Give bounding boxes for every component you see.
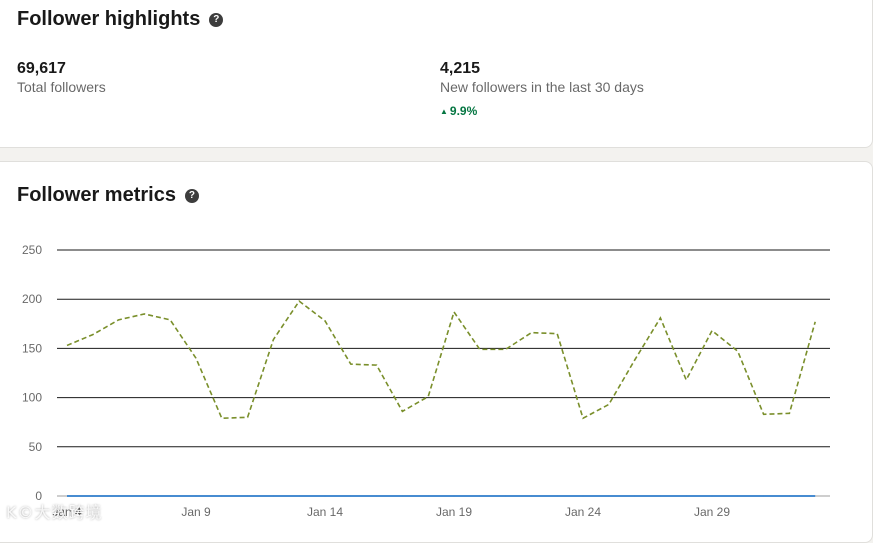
- y-tick-label: 250: [22, 243, 42, 257]
- data-point-sponsored: [763, 495, 765, 497]
- data-point-sponsored: [118, 495, 120, 497]
- new-followers-change: ▲ 9.9%: [440, 104, 644, 118]
- data-point-sponsored: [402, 495, 404, 497]
- data-point-sponsored: [556, 495, 558, 497]
- data-point-sponsored: [453, 495, 455, 497]
- new-followers-change-value: 9.9%: [449, 104, 478, 118]
- x-tick-label: Jan 29: [694, 505, 730, 519]
- data-point-organic: [531, 332, 533, 334]
- data-point-organic: [582, 417, 584, 419]
- data-point-organic: [118, 319, 120, 321]
- data-point-sponsored: [376, 495, 378, 497]
- data-point-organic: [479, 349, 481, 351]
- follower-metrics-title: Follower metrics ?: [17, 184, 199, 207]
- data-point-sponsored: [814, 495, 816, 497]
- data-point-sponsored: [608, 495, 610, 497]
- data-point-sponsored: [66, 495, 68, 497]
- data-point-sponsored: [273, 495, 275, 497]
- data-point-organic: [144, 313, 146, 315]
- data-point-sponsored: [737, 495, 739, 497]
- x-tick-label: Jan 19: [436, 505, 472, 519]
- y-tick-label: 100: [22, 391, 42, 405]
- data-point-organic: [634, 359, 636, 361]
- follower-metrics-title-text: Follower metrics: [17, 184, 176, 206]
- follower-highlights-title-text: Follower highlights: [17, 8, 201, 30]
- data-point-sponsored: [221, 495, 223, 497]
- data-point-organic: [427, 396, 429, 398]
- total-followers-value: 69,617: [17, 60, 66, 77]
- data-point-organic: [376, 364, 378, 366]
- data-point-sponsored: [350, 495, 352, 497]
- data-point-organic: [324, 320, 326, 322]
- watermark: K©大数跨境: [6, 503, 103, 522]
- data-point-organic: [660, 317, 662, 319]
- x-tick-label: Jan 24: [565, 505, 601, 519]
- data-point-organic: [298, 300, 300, 302]
- data-point-organic: [350, 363, 352, 365]
- follower-metrics-card: [0, 161, 873, 543]
- data-point-organic: [505, 349, 507, 351]
- question-circle-icon[interactable]: ?: [209, 12, 224, 27]
- y-tick-label: 150: [22, 341, 42, 355]
- x-tick-label: Jan 9: [181, 505, 211, 519]
- data-point-organic: [92, 334, 94, 336]
- data-point-organic: [247, 416, 249, 418]
- data-point-organic: [737, 351, 739, 353]
- data-point-sponsored: [582, 495, 584, 497]
- x-tick-label: Jan 14: [307, 505, 343, 519]
- data-point-sponsored: [298, 495, 300, 497]
- data-point-sponsored: [427, 495, 429, 497]
- data-point-organic: [453, 311, 455, 313]
- y-tick-label: 50: [29, 440, 43, 454]
- follower-metrics-chart: 0 50 100 150 200 250 Jan 4 Jan 9 Jan 14 Jan 19 Jan…: [22, 243, 830, 519]
- data-point-organic: [608, 404, 610, 406]
- data-point-sponsored: [324, 495, 326, 497]
- data-point-organic: [556, 333, 558, 335]
- y-tick-label: 200: [22, 292, 42, 306]
- data-point-sponsored: [479, 495, 481, 497]
- follower-highlights-card: [0, 0, 873, 148]
- data-point-sponsored: [660, 495, 662, 497]
- data-point-sponsored: [789, 495, 791, 497]
- data-point-sponsored: [711, 495, 713, 497]
- new-followers-stat: 4,215 New followers in the last 30 days …: [440, 60, 644, 118]
- data-point-sponsored: [247, 495, 249, 497]
- data-point-organic: [195, 357, 197, 359]
- data-point-organic: [402, 411, 404, 413]
- data-point-organic: [66, 345, 68, 347]
- data-point-organic: [221, 417, 223, 419]
- question-circle-icon[interactable]: ?: [184, 188, 199, 203]
- data-point-sponsored: [195, 495, 197, 497]
- data-point-organic: [789, 413, 791, 415]
- data-point-organic: [685, 379, 687, 381]
- new-followers-label: New followers in the last 30 days: [440, 79, 644, 95]
- total-followers-stat: 69,617 Total followers: [17, 60, 106, 96]
- data-point-sponsored: [169, 495, 171, 497]
- data-point-sponsored: [144, 495, 146, 497]
- data-point-sponsored: [685, 495, 687, 497]
- data-point-sponsored: [505, 495, 507, 497]
- y-tick-label: 0: [35, 489, 42, 503]
- data-point-organic: [169, 319, 171, 321]
- data-point-sponsored: [634, 495, 636, 497]
- follower-highlights-title: Follower highlights ?: [17, 8, 224, 31]
- data-point-organic: [763, 414, 765, 416]
- data-point-organic: [814, 321, 816, 323]
- x-tick-label: Jan 4: [52, 505, 82, 519]
- new-followers-value: 4,215: [440, 60, 481, 77]
- data-point-organic: [273, 339, 275, 341]
- data-point-organic: [711, 330, 713, 332]
- data-point-sponsored: [92, 495, 94, 497]
- triangle-up-icon: ▲: [440, 106, 448, 116]
- total-followers-label: Total followers: [17, 79, 106, 95]
- series-line-organic: [66, 300, 816, 420]
- data-point-sponsored: [531, 495, 533, 497]
